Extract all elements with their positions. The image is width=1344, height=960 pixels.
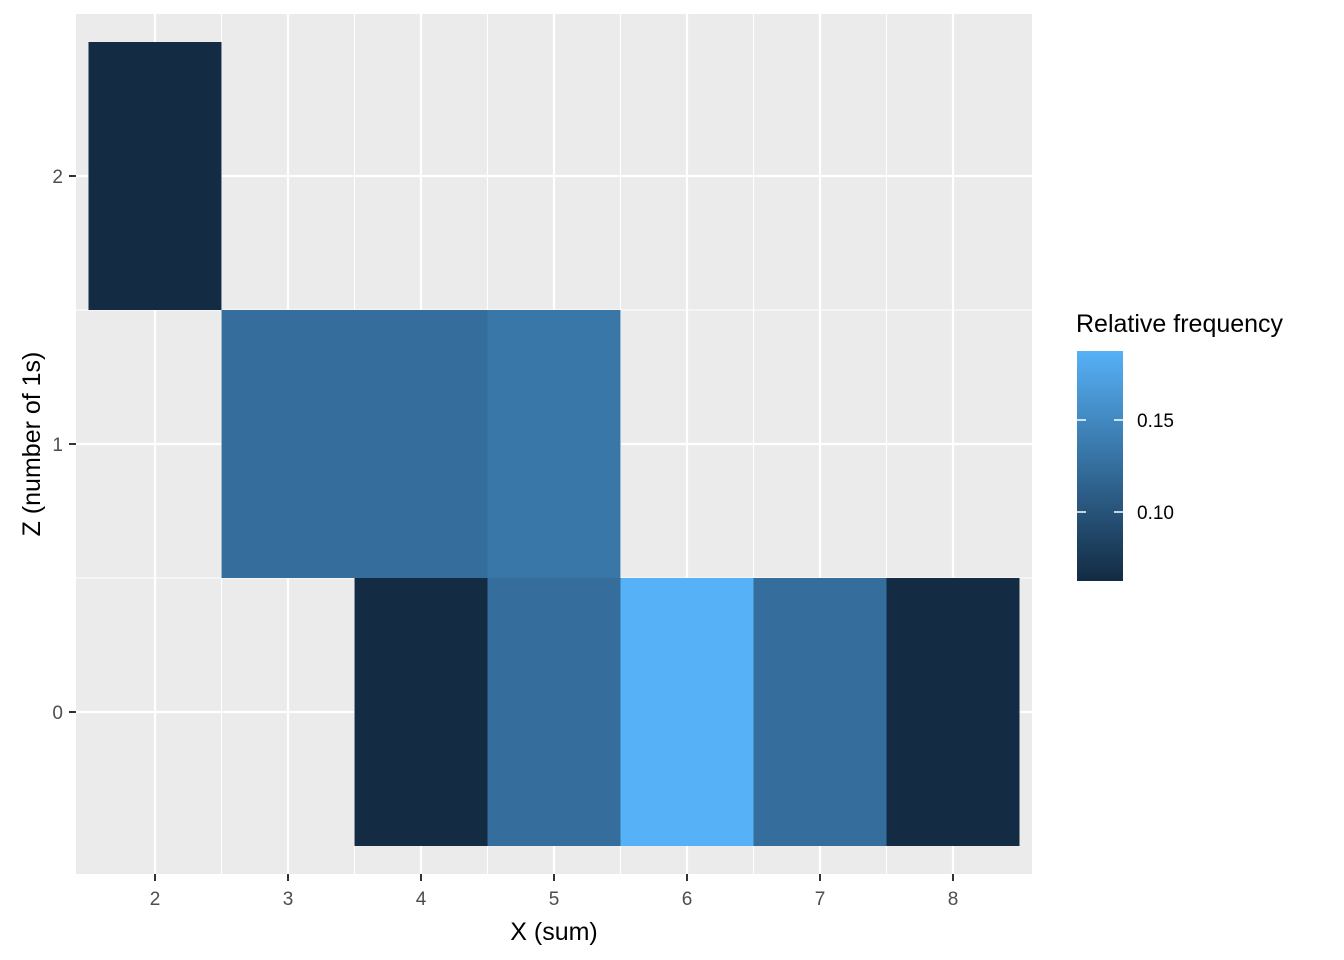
x-axis: 2 3 4 5 6 7 8 — [150, 874, 959, 910]
y-axis-title: Z (number of 1s) — [18, 352, 46, 537]
heatmap-cell — [354, 310, 488, 578]
x-tick-label: 7 — [815, 889, 826, 910]
x-axis-title: X (sum) — [510, 918, 598, 946]
heatmap-cell — [886, 578, 1020, 846]
x-tick-label: 2 — [150, 889, 161, 910]
heatmap-cell — [487, 578, 621, 846]
heatmap-cells — [88, 42, 1020, 846]
y-tick-label: 1 — [52, 435, 63, 456]
legend-title: Relative frequency — [1076, 310, 1284, 338]
heatmap-cell — [487, 310, 621, 578]
heatmap-cell — [354, 578, 488, 846]
legend-colorbar — [1077, 351, 1123, 581]
y-axis: 0 1 2 — [52, 167, 76, 724]
heatmap-cell — [753, 578, 887, 846]
x-tick-label: 3 — [283, 889, 294, 910]
y-tick-label: 2 — [52, 167, 63, 188]
heatmap-cell — [620, 578, 754, 846]
x-tick-label: 8 — [948, 889, 959, 910]
legend-tick-label: 0.10 — [1137, 503, 1174, 524]
legend-ticks: 0.10 0.15 — [1077, 411, 1174, 524]
x-tick-label: 6 — [682, 889, 693, 910]
heatmap-cell — [221, 310, 355, 578]
x-tick-label: 5 — [549, 889, 560, 910]
x-tick-label: 4 — [416, 889, 427, 910]
legend: Relative frequency 0.10 0.15 — [1076, 310, 1284, 581]
heatmap-cell — [88, 42, 222, 310]
legend-tick-label: 0.15 — [1137, 411, 1174, 432]
y-tick-label: 0 — [52, 703, 63, 724]
